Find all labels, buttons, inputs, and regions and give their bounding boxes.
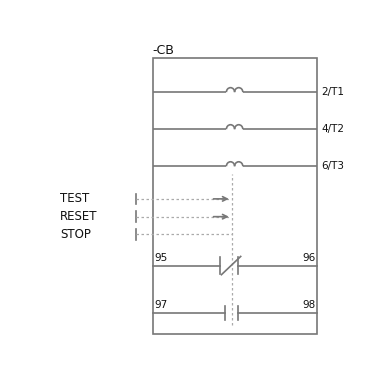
Text: -CB: -CB — [152, 44, 174, 57]
Text: RESET: RESET — [60, 210, 97, 223]
Text: STOP: STOP — [60, 228, 91, 241]
Text: 98: 98 — [302, 300, 315, 310]
Text: TEST: TEST — [60, 192, 89, 205]
Text: 97: 97 — [154, 300, 167, 310]
Text: 2/T1: 2/T1 — [321, 87, 344, 97]
Text: 95: 95 — [154, 253, 167, 263]
Text: 4/T2: 4/T2 — [321, 124, 344, 134]
Text: 96: 96 — [302, 253, 315, 263]
Text: 6/T3: 6/T3 — [321, 161, 344, 171]
